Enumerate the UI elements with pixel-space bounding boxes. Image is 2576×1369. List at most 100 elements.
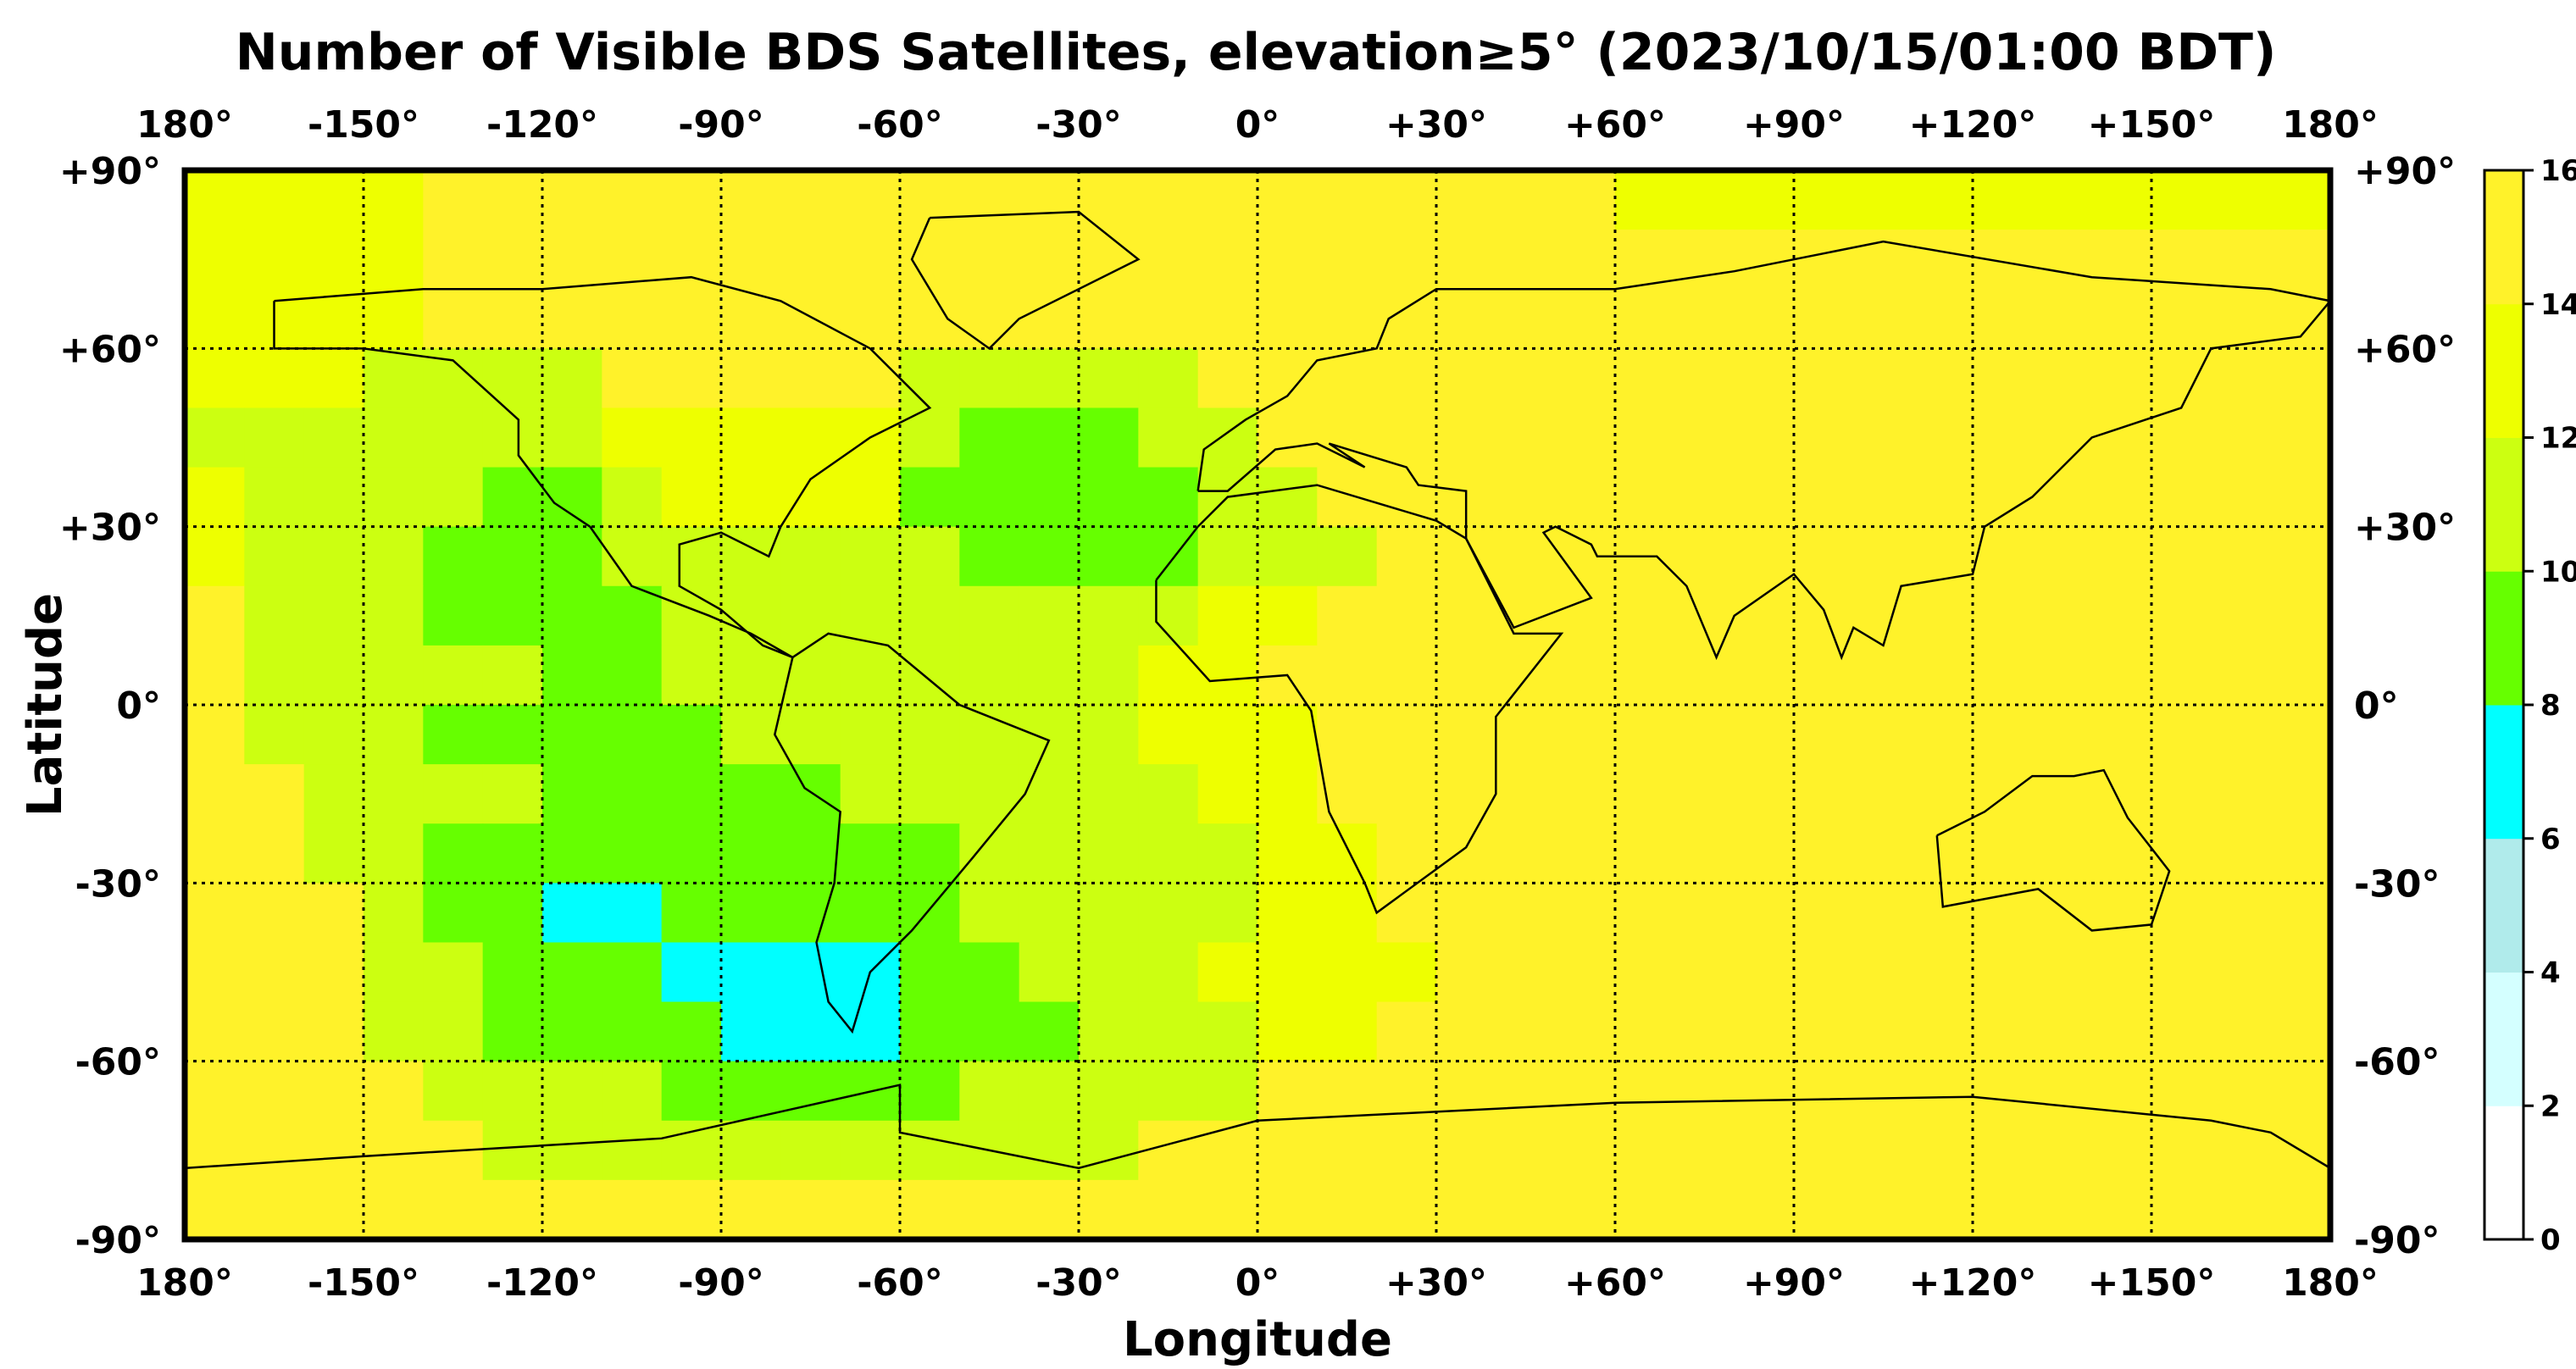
field-cell [900,467,960,528]
field-cell [2151,942,2212,1003]
field-cell [1794,883,1854,944]
x-tick-label-top: 180° [2282,103,2379,147]
field-cell [780,1001,841,1062]
field-cell [1794,1120,1854,1181]
field-cell [900,1061,960,1122]
field-cell [1317,1061,1378,1122]
field-cell [303,1120,364,1181]
field-cell [482,883,543,944]
field-cell [185,1120,245,1181]
field-cell [244,883,305,944]
field-cell [1257,764,1318,824]
field-cell [661,526,722,587]
field-cell [1734,942,1795,1003]
coastlines [184,210,2333,1170]
field-cell [602,645,663,706]
field-cell [1734,883,1795,944]
field-cell [542,289,602,349]
field-cell [1376,1001,1437,1062]
field-cell [2270,942,2331,1003]
field-cell [2091,289,2152,349]
field-cell [2151,705,2212,765]
field-cell [303,705,364,765]
field-cell [364,467,424,528]
field-cell [244,1001,305,1062]
field-cell [1019,170,1080,230]
field-cell [185,289,245,349]
field-cell [900,764,960,824]
field-cell [1913,407,1974,468]
field-cell [2091,1120,2152,1181]
field-cell [780,170,841,230]
field-cell [185,1179,245,1240]
field-cell [721,1001,781,1062]
field-cell [542,526,602,587]
field-cell [303,526,364,587]
axis-ticks: 180° 180° -150° -150° -120° -120° -90° -90° -60°… [59,103,2456,1305]
field-cell [482,230,543,290]
field-cell [1913,1120,1974,1181]
field-cell [185,764,245,824]
field-cell [661,764,722,824]
field-cell [1973,883,2033,944]
field-cell [2091,348,2152,409]
field-cell [303,1001,364,1062]
field-cell [2151,764,2212,824]
field-cell [244,585,305,646]
field-cell [1376,764,1437,824]
field-cell [1376,170,1437,230]
field-cell [1257,1001,1318,1062]
field-cell [1436,764,1496,824]
y-tick-label-right: 0° [2354,684,2399,728]
x-tick-label-bottom: -90° [678,1261,764,1305]
field-cell [303,823,364,884]
field-cell [1019,1179,1080,1240]
field-cell [2151,585,2212,646]
field-cell [244,230,305,290]
field-cell [364,883,424,944]
field-cell [1376,526,1437,587]
field-cell [364,764,424,824]
field-cell [661,1120,722,1181]
field-cell [1019,407,1080,468]
field-cell [2270,1061,2331,1122]
field-cell [542,942,602,1003]
field-cell [1197,1001,1258,1062]
field-cell [542,764,602,824]
field-cell [482,348,543,409]
field-cell [2151,289,2212,349]
x-tick-label-top: +150° [2088,103,2216,147]
field-cell [1794,942,1854,1003]
field-cell [1436,407,1496,468]
field-cell [1794,467,1854,528]
colorbar-segment [2484,705,2523,840]
field-cell [2091,170,2152,230]
field-cell [1794,1001,1854,1062]
field-cell [2032,467,2093,528]
field-cell [1674,170,1735,230]
field-cell [1317,348,1378,409]
field-cell [2270,348,2331,409]
field-cell [661,942,722,1003]
field-cell [2032,230,2093,290]
field-cell [1138,1001,1199,1062]
field-cell [1913,1179,1974,1240]
field-cell [482,289,543,349]
field-cell [1376,289,1437,349]
field-cell [1436,348,1496,409]
field-cell [900,230,960,290]
field-cell [602,1001,663,1062]
field-cell [1376,883,1437,944]
field-cell [542,645,602,706]
field-cell [780,764,841,824]
field-cell [1555,705,1616,765]
field-cell [1853,1179,1914,1240]
field-cell [780,823,841,884]
field-cell [364,1120,424,1181]
field-cell [1257,1061,1318,1122]
field-cell [1317,230,1378,290]
field-cell [1734,526,1795,587]
field-cell [423,942,484,1003]
y-tick-label-left: 0° [116,684,161,728]
field-cell [1973,705,2033,765]
